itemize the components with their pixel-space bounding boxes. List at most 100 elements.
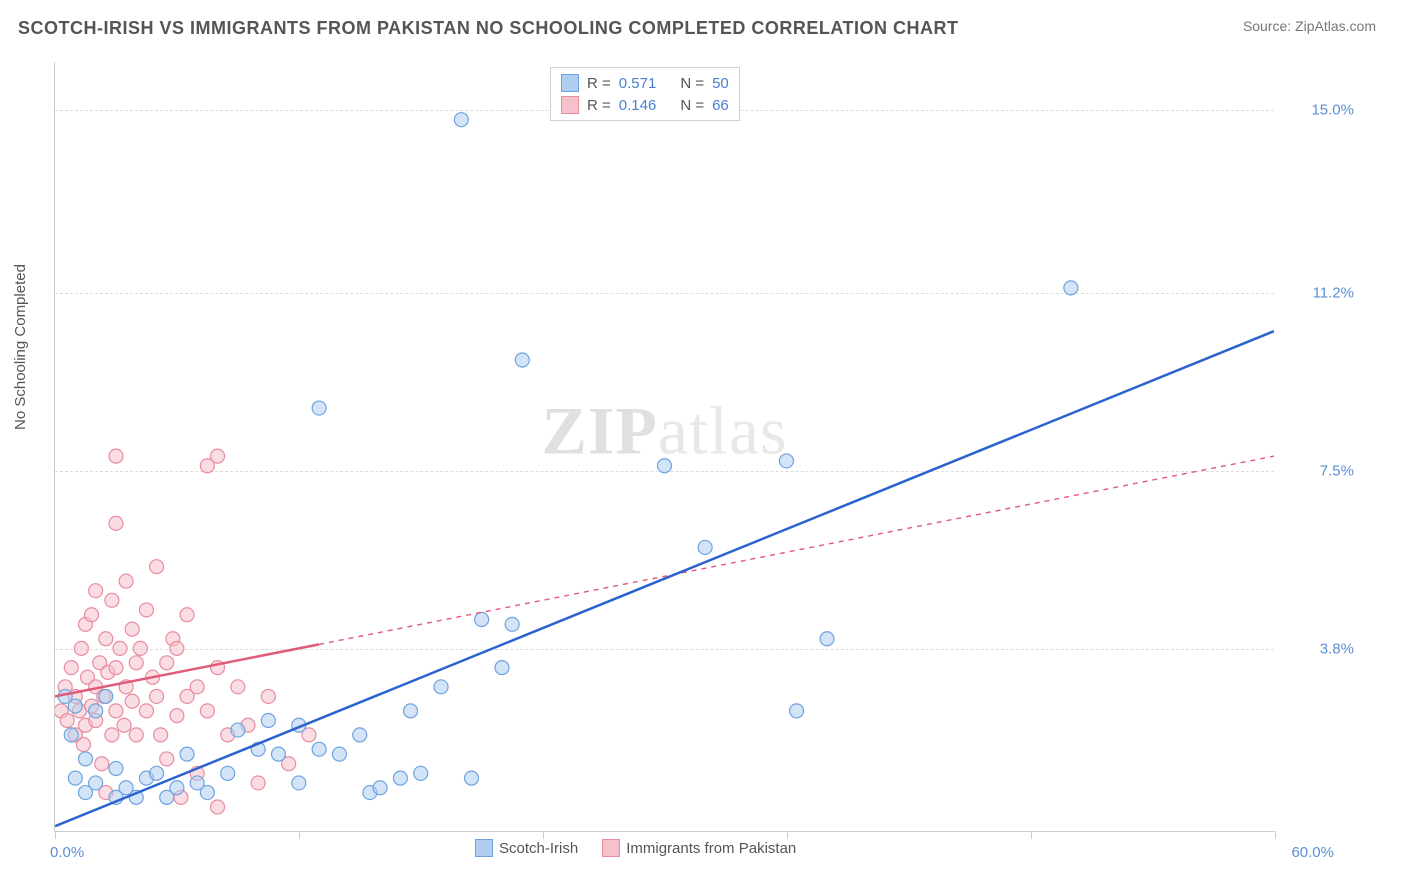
plot-svg xyxy=(55,62,1274,831)
scatter-point xyxy=(658,459,672,473)
scatter-point xyxy=(60,713,74,727)
scatter-point xyxy=(109,661,123,675)
tick-x xyxy=(1275,831,1276,839)
scatter-point xyxy=(464,771,478,785)
scatter-point xyxy=(698,540,712,554)
stats-legend: R = 0.571 N = 50 R = 0.146 N = 66 xyxy=(550,67,740,121)
scatter-point xyxy=(495,661,509,675)
scatter-point xyxy=(64,661,78,675)
legend-label-blue: Scotch-Irish xyxy=(499,840,578,857)
scatter-point xyxy=(170,781,184,795)
stats-row-pink: R = 0.146 N = 66 xyxy=(561,94,729,116)
scatter-point xyxy=(271,747,285,761)
source-attribution: Source: ZipAtlas.com xyxy=(1243,18,1376,34)
scatter-point xyxy=(68,771,82,785)
y-tick-label: 3.8% xyxy=(1320,641,1354,658)
scatter-point xyxy=(109,762,123,776)
scatter-point xyxy=(200,704,214,718)
y-tick-label: 7.5% xyxy=(1320,463,1354,480)
scatter-point xyxy=(117,718,131,732)
scatter-point xyxy=(89,776,103,790)
scatter-point xyxy=(150,766,164,780)
scatter-point xyxy=(125,622,139,636)
scatter-point xyxy=(251,776,265,790)
series-legend: Scotch-Irish Immigrants from Pakistan xyxy=(475,839,796,857)
scatter-point xyxy=(150,689,164,703)
scatter-point xyxy=(332,747,346,761)
scatter-point xyxy=(221,766,235,780)
scatter-point xyxy=(820,632,834,646)
scatter-point xyxy=(515,353,529,367)
n-label: N = xyxy=(680,97,704,114)
scatter-point xyxy=(790,704,804,718)
tick-x xyxy=(787,831,788,839)
scatter-point xyxy=(434,680,448,694)
n-label: N = xyxy=(680,75,704,92)
scatter-point xyxy=(64,728,78,742)
scatter-point xyxy=(113,641,127,655)
tick-x xyxy=(1031,831,1032,839)
tick-x xyxy=(299,831,300,839)
scatter-point xyxy=(105,593,119,607)
swatch-blue xyxy=(475,839,493,857)
scatter-point xyxy=(292,776,306,790)
swatch-blue xyxy=(561,74,579,92)
n-value-pink: 66 xyxy=(712,97,729,114)
scatter-point xyxy=(129,728,143,742)
scatter-point xyxy=(119,574,133,588)
scatter-point xyxy=(139,603,153,617)
r-label: R = xyxy=(587,75,611,92)
x-tick-label: 0.0% xyxy=(50,844,84,861)
scatter-point xyxy=(105,728,119,742)
scatter-point xyxy=(74,641,88,655)
trend-line-dashed xyxy=(319,456,1274,644)
scatter-point xyxy=(404,704,418,718)
y-axis-label: No Schooling Completed xyxy=(12,264,29,430)
scatter-point xyxy=(475,613,489,627)
scatter-point xyxy=(231,680,245,694)
scatter-point xyxy=(779,454,793,468)
scatter-point xyxy=(312,742,326,756)
scatter-point xyxy=(99,689,113,703)
scatter-point xyxy=(109,704,123,718)
scatter-point xyxy=(211,449,225,463)
scatter-point xyxy=(95,757,109,771)
scatter-point xyxy=(180,747,194,761)
swatch-pink xyxy=(561,96,579,114)
scatter-point xyxy=(505,617,519,631)
scatter-point xyxy=(109,449,123,463)
scatter-point xyxy=(76,737,90,751)
scatter-point xyxy=(99,632,113,646)
r-label: R = xyxy=(587,97,611,114)
scatter-point xyxy=(160,656,174,670)
scatter-point xyxy=(393,771,407,785)
scatter-point xyxy=(170,709,184,723)
scatter-point xyxy=(261,689,275,703)
scatter-point xyxy=(454,113,468,127)
header: SCOTCH-IRISH VS IMMIGRANTS FROM PAKISTAN… xyxy=(0,0,1406,47)
scatter-point xyxy=(89,704,103,718)
trend-line-solid xyxy=(55,331,1274,826)
chart-plot-area: ZIPatlas 3.8%7.5%11.2%15.0% 0.0%60.0% R … xyxy=(54,62,1274,832)
tick-x xyxy=(55,831,56,839)
legend-item-pink: Immigrants from Pakistan xyxy=(602,839,796,857)
scatter-point xyxy=(78,752,92,766)
legend-label-pink: Immigrants from Pakistan xyxy=(626,840,796,857)
scatter-point xyxy=(170,641,184,655)
scatter-point xyxy=(125,694,139,708)
scatter-point xyxy=(85,608,99,622)
scatter-point xyxy=(139,704,153,718)
y-tick-label: 15.0% xyxy=(1311,102,1354,119)
swatch-pink xyxy=(602,839,620,857)
scatter-point xyxy=(89,584,103,598)
stats-row-blue: R = 0.571 N = 50 xyxy=(561,72,729,94)
x-tick-label: 60.0% xyxy=(1291,844,1334,861)
scatter-point xyxy=(190,680,204,694)
scatter-point xyxy=(109,516,123,530)
scatter-point xyxy=(133,641,147,655)
r-value-pink: 0.146 xyxy=(619,97,657,114)
chart-title: SCOTCH-IRISH VS IMMIGRANTS FROM PAKISTAN… xyxy=(18,18,958,39)
legend-item-blue: Scotch-Irish xyxy=(475,839,578,857)
scatter-point xyxy=(211,800,225,814)
scatter-point xyxy=(312,401,326,415)
